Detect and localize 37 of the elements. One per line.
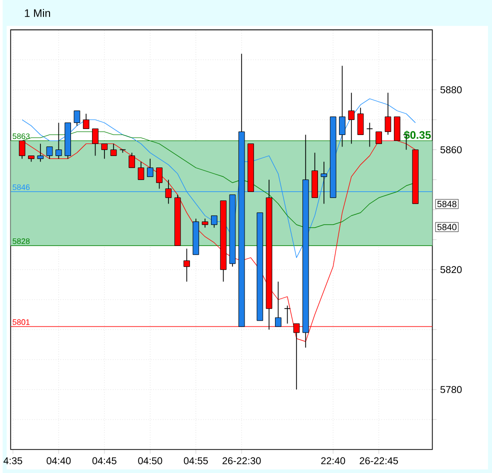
candlestick [156,167,162,189]
candlestick [82,113,90,129]
x-tick-label: 04:40 [46,457,71,464]
text: 5848 [437,200,456,207]
candlestick [211,215,218,228]
candlestick [348,92,355,144]
x-tick-label: 04:50 [138,457,162,464]
x-tick-label: 22:40 [321,457,346,464]
candlestick [110,143,117,156]
candlestick [275,281,282,327]
annotation: $0.35 [404,130,431,140]
candlestick [339,65,346,147]
candlestick [128,152,136,168]
candlestick [138,161,144,180]
candlestick [357,107,364,135]
x-tick-label: 04:45 [92,457,116,464]
candlestick [320,161,328,204]
text: 5840 [437,224,456,230]
candlestick [284,305,291,324]
x-tick-label: 4:35 [4,457,22,464]
x-tick-label: 26-22:30 [222,457,261,464]
y-tick-label: 5880 [440,86,462,94]
y-tick-label: 5780 [440,386,462,393]
chart-title: 1 Min [24,8,50,17]
candlestick [146,158,154,177]
candlestick [384,92,392,135]
candlestick [56,122,62,159]
y-tick-label: 5820 [440,266,462,273]
candlestick [74,110,80,126]
candlestick [37,143,44,162]
candlestick [46,146,53,159]
x-tick-label: 26-22:45 [360,457,398,464]
y-tick-label: 5860 [440,146,462,154]
candlestick [184,248,190,282]
candlestick [165,179,172,204]
x-tick-label: 04:55 [184,457,208,464]
candlestick [101,143,108,159]
